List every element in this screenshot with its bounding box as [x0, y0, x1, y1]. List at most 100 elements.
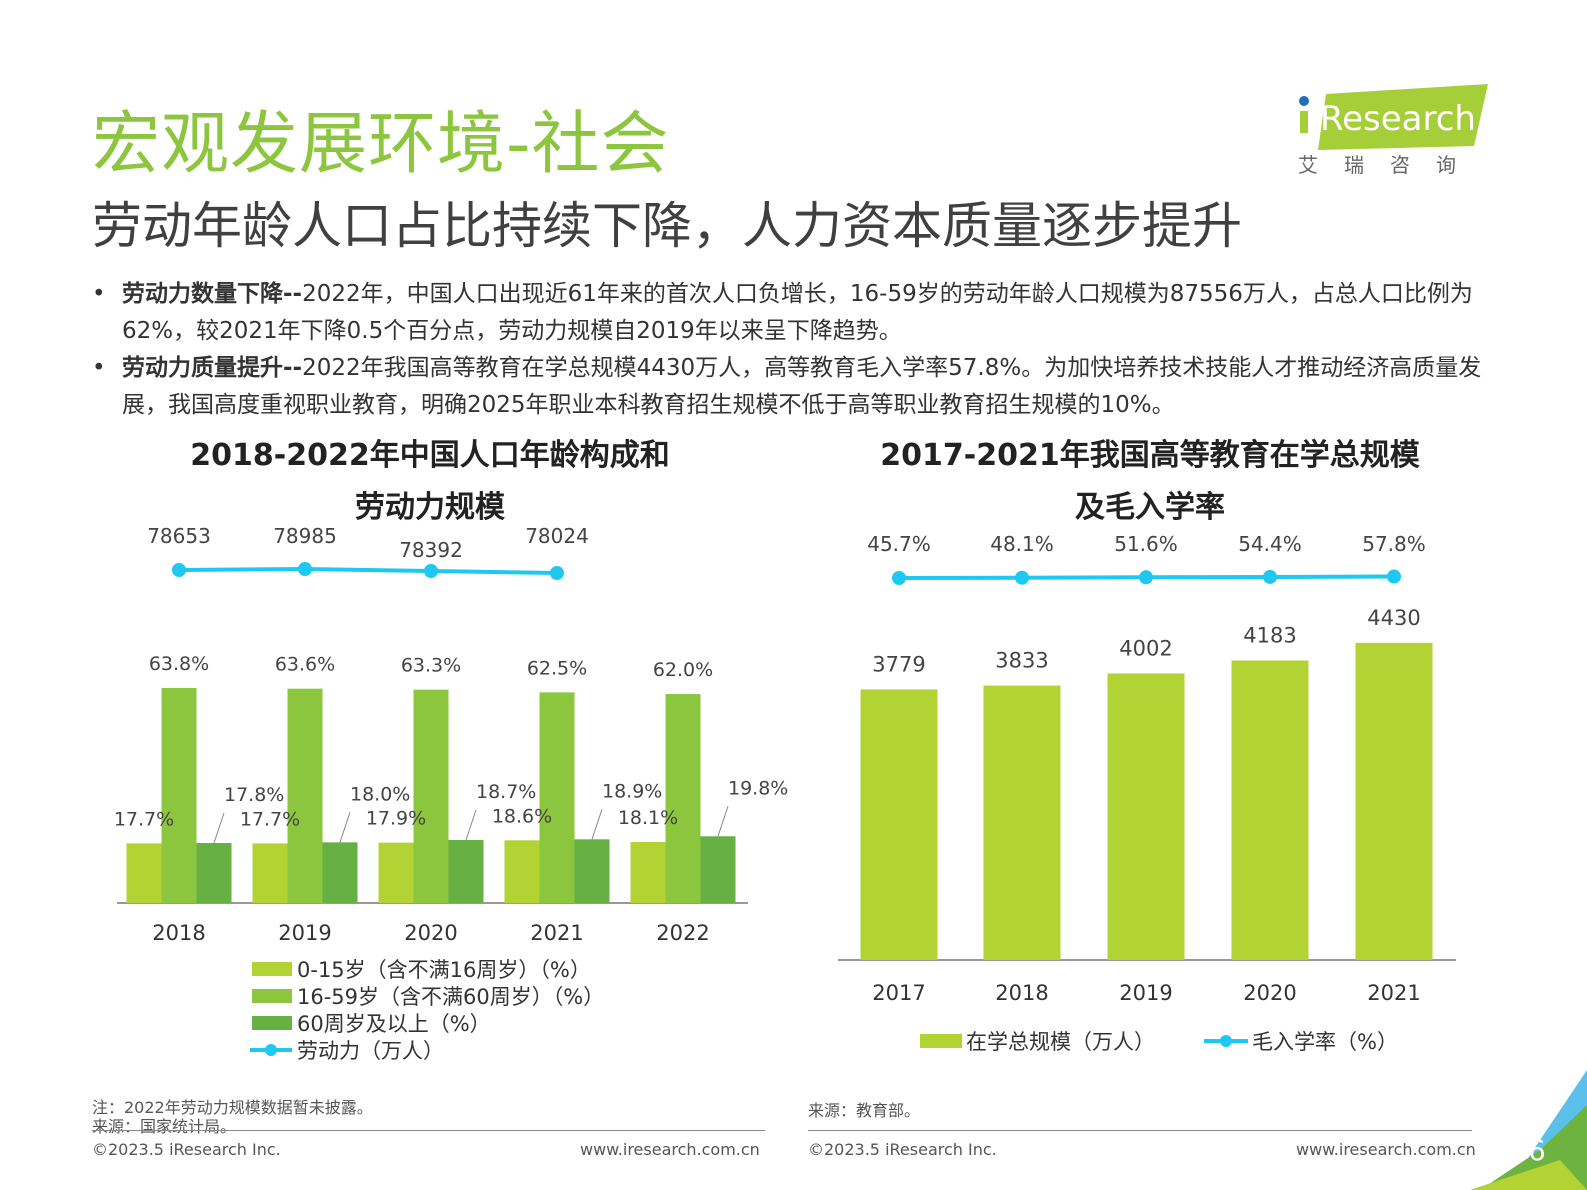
bullet-text: 2022年我国高等教育在学总规模4430万人，高等教育毛入学率57.8%。为加快…	[122, 355, 1482, 418]
data-label: 18.1%	[618, 807, 678, 829]
legend-label: 毛入学率（%）	[1252, 1030, 1398, 1054]
note-left: 注：2022年劳动力规模数据暂未披露。	[92, 1098, 373, 1117]
bullet-labor-quality: • 劳动力质量提升--2022年我国高等教育在学总规模4430万人，高等教育毛入学…	[92, 355, 1482, 418]
bar-enrollment	[1355, 642, 1433, 960]
legend-label: 60周岁及以上（%）	[297, 1012, 491, 1036]
enrollment-rate-point	[892, 571, 906, 585]
legend-swatch	[252, 989, 292, 1003]
bar-age-0-15	[630, 842, 666, 903]
leader-line	[213, 812, 225, 844]
data-label: 63.3%	[401, 655, 461, 677]
x-tick-label: 2019	[1119, 981, 1172, 1005]
source-left: 来源：国家统计局。	[92, 1117, 237, 1136]
enrollment-rate-point	[1015, 570, 1029, 585]
data-label: 48.1%	[990, 532, 1054, 556]
x-tick-label: 2018	[995, 981, 1048, 1005]
bar-age-60-plus	[700, 836, 736, 903]
leader-line	[465, 809, 477, 841]
bullet-heading: 劳动力质量提升--	[122, 355, 303, 381]
legend-label: 16-59岁（含不满60周岁）（%）	[297, 985, 604, 1009]
leader-line	[717, 806, 729, 837]
x-tick-label: 2021	[1367, 981, 1420, 1005]
bar-age-0-15	[378, 842, 414, 903]
x-tick-label: 2017	[872, 981, 925, 1005]
data-label: 62.0%	[653, 659, 713, 681]
data-label: 17.7%	[240, 808, 300, 830]
enrollment-rate-point	[1139, 570, 1153, 585]
bar-age-16-59	[161, 687, 197, 903]
bullet-heading: 劳动力数量下降--	[122, 281, 303, 307]
bullet-text: 2022年，中国人口出现近61年来的首次人口负增长，16-59岁的劳动年龄人口规…	[122, 281, 1473, 344]
labor-force-line	[178, 566, 558, 575]
data-label: 54.4%	[1238, 532, 1302, 556]
copyright: ©2023.5 iResearch Inc.	[92, 1140, 281, 1159]
website-link[interactable]: www.iresearch.com.cn	[1296, 1140, 1476, 1159]
labor-force-point	[424, 564, 438, 578]
data-label: 78985	[273, 524, 337, 548]
data-label: 17.8%	[224, 784, 284, 806]
bar-enrollment	[983, 685, 1061, 960]
bar-enrollment	[1231, 660, 1309, 960]
legend-label: 劳动力（万人）	[297, 1039, 444, 1063]
page-number: 6	[1528, 1134, 1546, 1167]
page-subtitle: 劳动年龄人口占比持续下降，人力资本质量逐步提升	[92, 197, 1242, 255]
bar-age-16-59	[287, 688, 323, 903]
bar-age-16-59	[539, 692, 575, 903]
source-right: 来源：教育部。	[808, 1101, 921, 1120]
bar-enrollment	[1107, 673, 1185, 960]
data-label: 18.9%	[602, 780, 662, 802]
page-title: 宏观发展环境-社会	[92, 105, 670, 184]
leader-line	[591, 809, 603, 840]
legend-line-marker	[1220, 1035, 1232, 1047]
legend-label: 在学总规模（万人）	[966, 1030, 1155, 1054]
bar-age-60-plus	[196, 843, 232, 903]
x-tick-label: 2020	[1243, 981, 1296, 1005]
data-label: 78653	[147, 524, 211, 548]
legend-swatch	[920, 1034, 962, 1048]
enrollment-rate-point	[1263, 569, 1277, 584]
bar-age-60-plus	[322, 842, 358, 903]
iresearch-logo: Research 艾瑞咨询	[1296, 84, 1492, 177]
chart-title-line: 及毛入学率	[1075, 490, 1225, 525]
bar-age-0-15	[504, 840, 540, 903]
legend-label: 0-15岁（含不满16周岁）（%）	[297, 958, 591, 982]
website-link[interactable]: www.iresearch.com.cn	[580, 1140, 760, 1159]
x-tick-label: 2020	[404, 921, 457, 945]
data-label: 18.0%	[350, 783, 410, 805]
data-label: 18.7%	[476, 781, 536, 803]
legend-line-marker	[265, 1044, 277, 1056]
chart-title-line: 2017-2021年我国高等教育在学总规模	[880, 438, 1420, 473]
labor-force-point	[172, 563, 186, 577]
leader-line	[339, 812, 351, 843]
data-label: 51.6%	[1114, 532, 1178, 556]
data-label: 17.9%	[366, 808, 426, 830]
svg-text:艾瑞咨询: 艾瑞咨询	[1298, 153, 1482, 174]
data-label: 18.6%	[492, 805, 552, 827]
bar-age-16-59	[413, 689, 449, 903]
bar-age-60-plus	[574, 839, 610, 903]
data-label: 3779	[872, 652, 925, 676]
data-label: 4183	[1243, 623, 1296, 647]
x-tick-label: 2021	[530, 921, 583, 945]
bar-age-0-15	[126, 843, 162, 903]
labor-force-point	[298, 562, 312, 576]
data-label: 78024	[525, 524, 589, 548]
svg-text:Research: Research	[1320, 99, 1476, 139]
bullet-labor-quantity: • 劳动力数量下降--2022年，中国人口出现近61年来的首次人口负增长，16-5…	[92, 281, 1473, 344]
enrollment-rate-point	[1387, 569, 1401, 584]
data-label: 3833	[995, 649, 1048, 673]
divider	[808, 1130, 1472, 1131]
bar-age-60-plus	[448, 839, 484, 903]
data-label: 63.6%	[275, 654, 335, 676]
chart-title-population: 2018-2022年中国人口年龄构成和劳动力规模	[190, 438, 670, 525]
bar-enrollment	[860, 689, 938, 960]
data-label: 78392	[399, 538, 463, 562]
data-label: 4002	[1119, 636, 1172, 660]
legend-swatch	[252, 1016, 292, 1030]
data-label: 45.7%	[867, 532, 931, 556]
x-tick-label: 2019	[278, 921, 331, 945]
data-label: 4430	[1367, 606, 1420, 630]
chart-title-education: 2017-2021年我国高等教育在学总规模 及毛入学率	[830, 430, 1470, 534]
x-tick-label: 2022	[656, 921, 709, 945]
